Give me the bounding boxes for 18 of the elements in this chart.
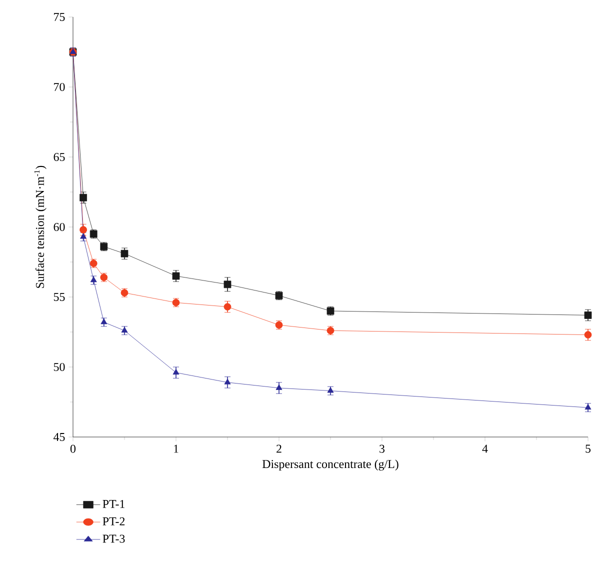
y-tick-label: 65	[54, 152, 65, 162]
x-tick-label: 1	[174, 444, 178, 453]
legend-label: PT-1	[102, 500, 124, 508]
x-tick-label: 3	[380, 444, 385, 453]
x-tick-label: 4	[482, 444, 488, 453]
y-tick-label: 70	[54, 82, 65, 92]
legend-label: PT-3	[102, 534, 125, 543]
y-axis-title: Surface tension (mN·m$^{-1}$)	[34, 166, 46, 288]
y-tick-label: 45	[54, 433, 65, 441]
y-tick-label: 75	[54, 13, 65, 21]
x-tick-label: 5	[586, 444, 591, 453]
legend-label: PT-2	[102, 517, 125, 526]
y-tick-label: 60	[54, 222, 65, 232]
x-tick-label: 2	[276, 444, 282, 453]
y-tick-label: 50	[54, 362, 65, 372]
x-axis-title: Dispersant concentrate (g/L)	[262, 460, 398, 471]
y-tick-label: 55	[54, 293, 65, 301]
x-tick-label: 0	[70, 444, 76, 453]
